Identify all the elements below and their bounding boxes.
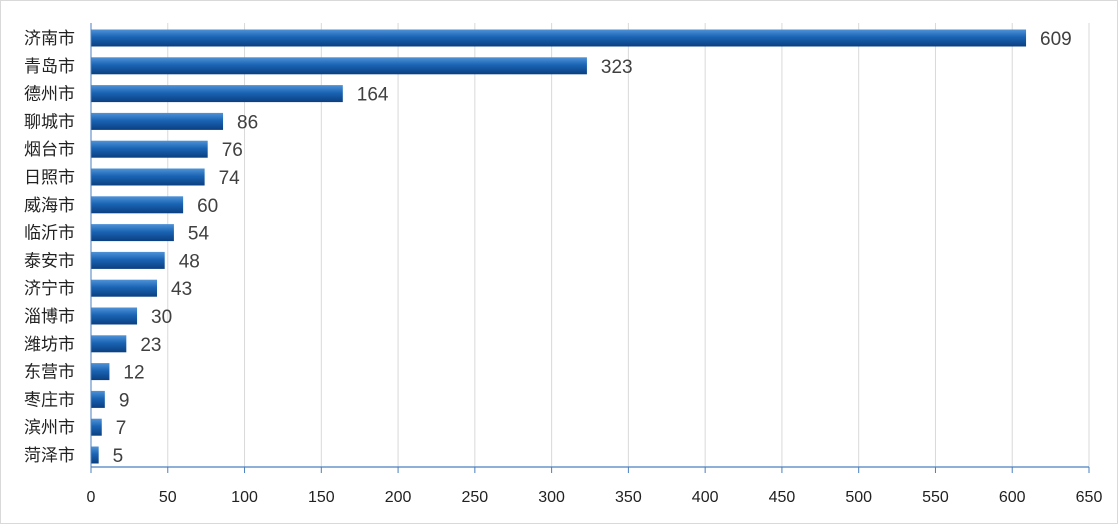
category-label: 德州市 (24, 85, 75, 105)
x-tick-label: 0 (87, 489, 96, 506)
data-label: 164 (357, 85, 389, 106)
x-tick-label: 350 (615, 489, 642, 506)
data-label: 74 (219, 168, 241, 189)
bar (91, 363, 110, 381)
data-label: 54 (188, 224, 210, 245)
x-tick-label: 150 (308, 489, 335, 506)
bar (91, 307, 138, 325)
data-label: 609 (1040, 29, 1072, 50)
bar (91, 418, 102, 436)
category-label: 泰安市 (24, 251, 75, 271)
x-tick-label: 50 (159, 489, 177, 506)
bar (91, 279, 158, 297)
bar (91, 112, 224, 130)
x-tick-label: 100 (231, 489, 258, 506)
category-label: 淄博市 (24, 307, 75, 327)
data-label: 12 (123, 363, 144, 384)
x-tick-label: 300 (538, 489, 565, 506)
x-tick-label: 600 (999, 489, 1026, 506)
category-label: 潍坊市 (24, 335, 75, 355)
x-tick-label: 400 (692, 489, 719, 506)
data-label: 60 (197, 196, 218, 217)
bar (91, 29, 1027, 47)
bars (91, 29, 1027, 464)
data-label: 48 (179, 251, 200, 272)
data-label: 23 (140, 335, 161, 356)
data-label: 30 (151, 307, 172, 328)
bar (91, 335, 127, 353)
data-label: 323 (601, 57, 633, 78)
x-tick-label: 250 (461, 489, 488, 506)
bar (91, 168, 205, 186)
category-label: 聊城市 (24, 112, 75, 132)
labels: 0 50 100 150 200 250 300 350 400 450 500 550 600 650 济… (24, 29, 1102, 506)
data-label: 7 (116, 418, 127, 439)
data-label: 43 (171, 279, 192, 300)
bar (91, 140, 208, 158)
category-label: 青岛市 (24, 57, 75, 77)
category-label: 东营市 (24, 363, 75, 383)
bar (91, 196, 184, 214)
x-tick-label: 550 (922, 489, 949, 506)
category-label: 枣庄市 (24, 390, 75, 410)
bar (91, 251, 165, 269)
bar (91, 57, 587, 75)
category-label: 济南市 (24, 29, 75, 49)
bar (91, 85, 343, 103)
x-tick-label: 650 (1076, 489, 1103, 506)
x-tick-label: 500 (845, 489, 872, 506)
category-label: 济宁市 (24, 279, 75, 299)
category-label: 菏泽市 (24, 446, 75, 466)
category-label: 临沂市 (24, 224, 75, 244)
bar (91, 224, 174, 242)
data-label: 76 (222, 140, 243, 161)
data-label: 5 (113, 446, 124, 467)
x-tick-label: 450 (769, 489, 796, 506)
data-label: 9 (119, 390, 130, 411)
data-label: 86 (237, 112, 258, 133)
category-label: 威海市 (24, 196, 75, 216)
category-label: 滨州市 (24, 418, 75, 438)
x-axis (90, 23, 1090, 473)
category-label: 日照市 (24, 168, 75, 188)
bar (91, 390, 105, 408)
bar (91, 446, 99, 464)
category-label: 烟台市 (24, 140, 75, 160)
x-tick-label: 200 (385, 489, 412, 506)
